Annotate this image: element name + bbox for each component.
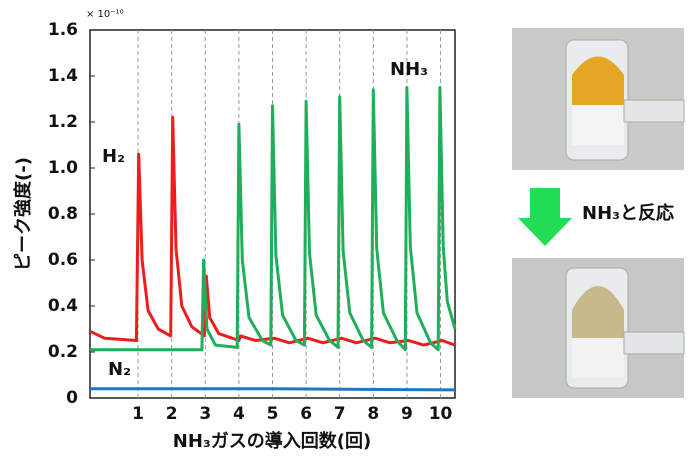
x-tick-label: 10 [429, 404, 453, 424]
y-tick-label: 0.8 [48, 204, 78, 224]
x-tick-label: 6 [300, 404, 312, 424]
x-tick-label: 4 [233, 404, 245, 424]
y-tick-label: 1.2 [48, 112, 78, 132]
x-tick-label: 8 [367, 404, 379, 424]
series-line [90, 387, 456, 392]
series-label: NH₃ [390, 59, 428, 80]
x-tick-label: 9 [401, 404, 413, 424]
series-label: N₂ [108, 359, 131, 380]
x-tick-label: 2 [166, 404, 178, 424]
x-axis-title: NH₃ガスの導入回数(回) [173, 430, 371, 452]
y-tick-label: 1.0 [48, 158, 78, 178]
photo-after [512, 258, 685, 398]
y-tick-label: 0.4 [48, 296, 78, 316]
series-label: H₂ [102, 146, 125, 167]
photo-before [512, 28, 685, 170]
arrow-label: NH₃と反応 [582, 202, 674, 224]
y-tick-label: 1.4 [48, 66, 78, 86]
x-tick-label: 5 [267, 404, 279, 424]
x-tick-label: 1 [132, 404, 144, 424]
y-tick-label: 0 [66, 388, 78, 408]
y-tick-label: 0.2 [48, 342, 78, 362]
series-line [89, 115, 456, 347]
x-tick-label: 3 [199, 404, 211, 424]
y-tick-label: 0.6 [48, 250, 78, 270]
arrow [518, 188, 572, 246]
y-axis-title: ピーク強度(-) [12, 157, 34, 271]
x-tick-label: 7 [334, 404, 346, 424]
multiplier: × 10⁻¹⁰ [86, 9, 124, 20]
series-line [90, 86, 457, 352]
y-tick-label: 1.6 [48, 20, 78, 40]
